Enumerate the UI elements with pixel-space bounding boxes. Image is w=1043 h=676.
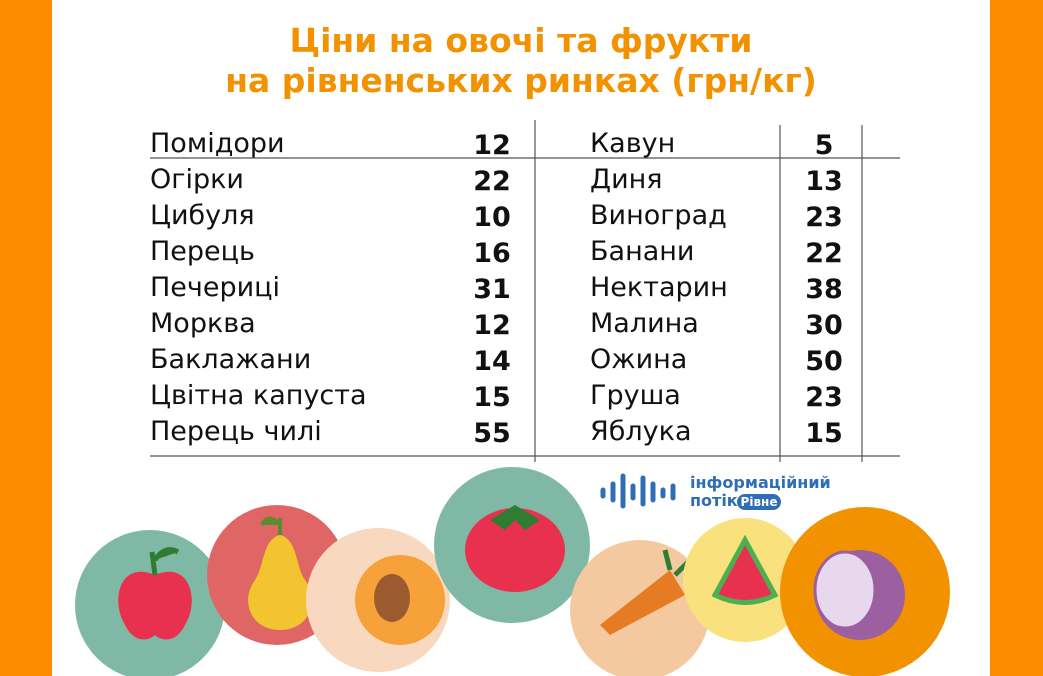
logo: інформаційний потік Рівне [600, 473, 831, 510]
item-price: 12 [473, 130, 511, 161]
item-name: Нектарин [590, 272, 728, 303]
item-name: Баклажани [150, 344, 311, 375]
item-name: Огірки [150, 164, 244, 195]
logo-badge [737, 494, 781, 510]
item-name: Малина [590, 308, 699, 339]
item-name: Груша [590, 380, 681, 411]
item-price: 15 [805, 418, 843, 449]
logo-badge-text: Рівне [741, 495, 778, 509]
item-price: 30 [805, 310, 843, 341]
item-name: Цвітна капуста [150, 380, 367, 411]
item-name: Перець чилі [150, 416, 322, 447]
item-name: Яблука [590, 416, 692, 447]
item-price: 22 [805, 238, 843, 269]
item-name: Диня [590, 164, 663, 195]
item-price: 31 [473, 274, 511, 305]
item-name: Ожина [590, 344, 687, 375]
item-price: 10 [473, 202, 511, 233]
item-price: 38 [805, 274, 843, 305]
item-name: Цибуля [150, 200, 255, 231]
item-name: Виноград [590, 200, 727, 231]
item-price: 23 [805, 382, 843, 413]
item-name: Перець [150, 236, 255, 267]
table-lines [150, 120, 900, 462]
item-price: 22 [473, 166, 511, 197]
item-price: 55 [473, 418, 511, 449]
item-name: Банани [590, 236, 694, 267]
title-line: на рівненських ринках (грн/кг) [225, 61, 817, 100]
right-border [990, 0, 1043, 676]
item-price: 14 [473, 346, 511, 377]
left-border [0, 0, 52, 676]
logo-icon [600, 473, 676, 509]
item-price: 13 [805, 166, 843, 197]
item-price: 12 [473, 310, 511, 341]
item-price: 23 [805, 202, 843, 233]
title-line: Ціни на овочі та фрукти [290, 21, 753, 60]
logo-text: потік [690, 491, 738, 510]
item-price: 15 [473, 382, 511, 413]
item-name: Кавун [590, 128, 675, 159]
item-name: Помідори [150, 128, 285, 159]
item-name: Печериці [150, 272, 280, 303]
item-price: 16 [473, 238, 511, 269]
item-price: 50 [805, 346, 843, 377]
logo-text: інформаційний [690, 473, 831, 492]
item-name: Морква [150, 308, 256, 339]
illustrations [75, 467, 950, 676]
item-price: 5 [815, 130, 834, 161]
